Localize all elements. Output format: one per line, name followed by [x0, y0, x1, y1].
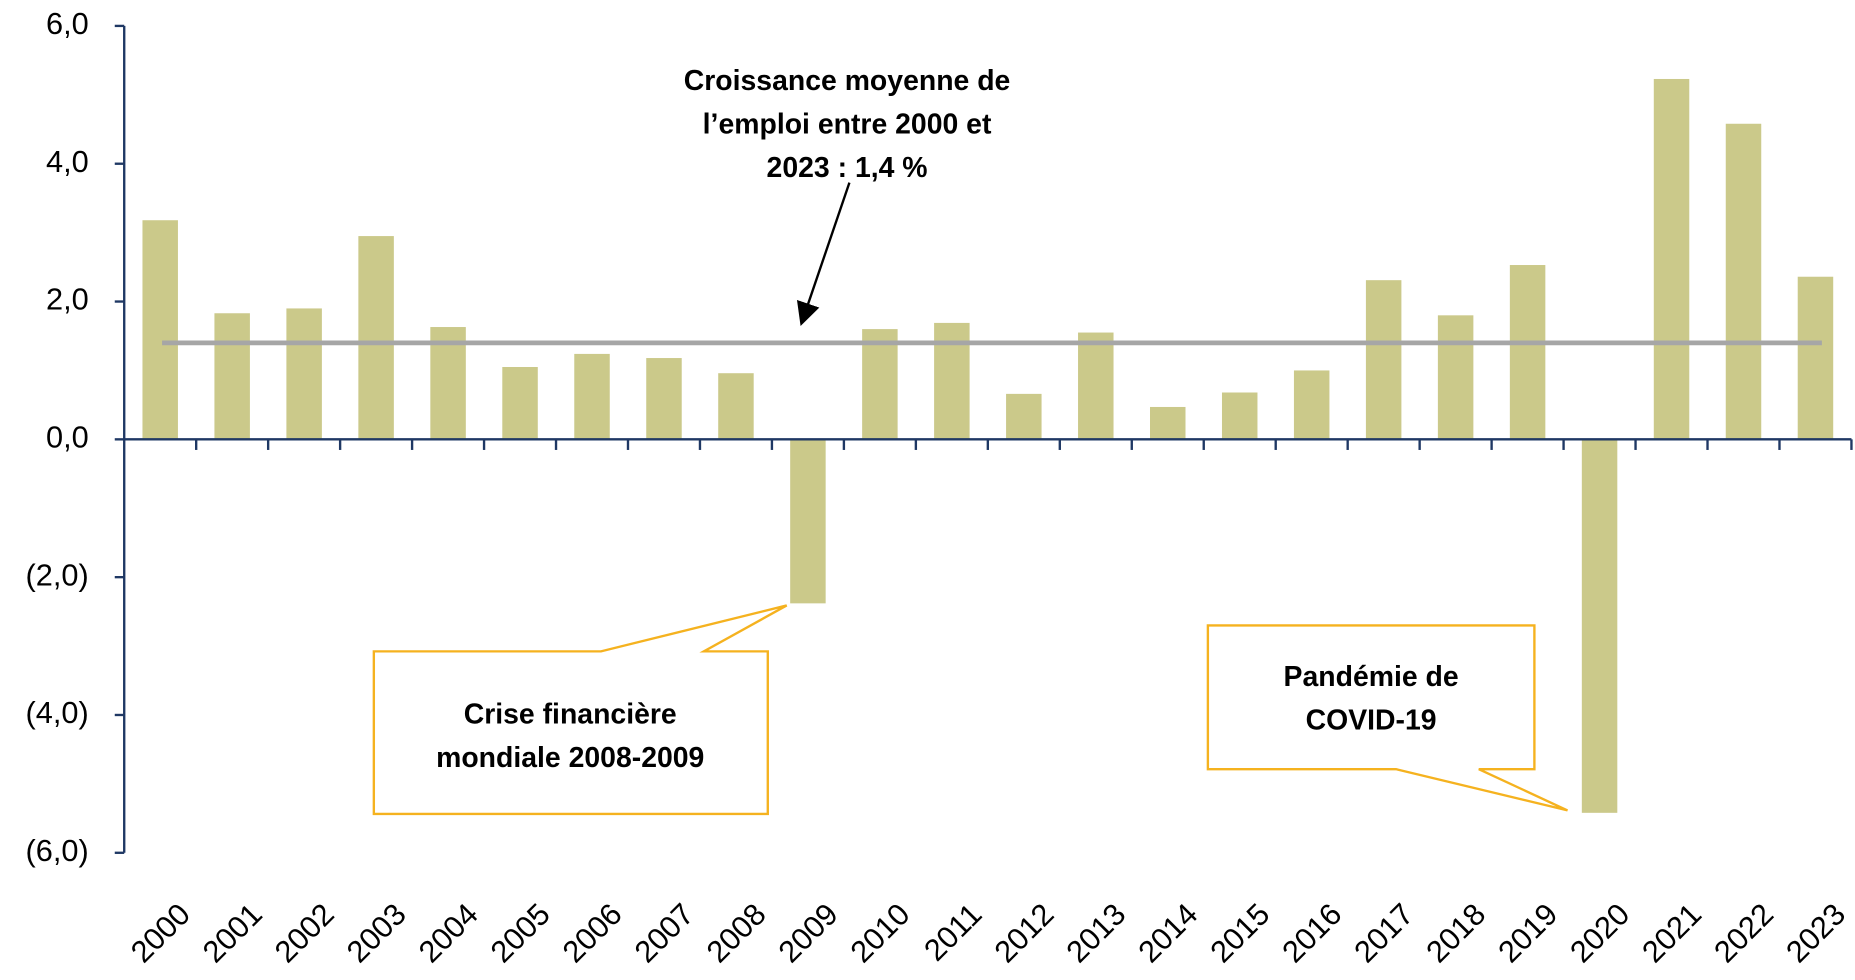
arrow — [796, 182, 851, 327]
bar — [430, 327, 466, 440]
y-tick-label: (2,0) — [25, 557, 88, 592]
bar — [718, 373, 754, 440]
bar — [646, 358, 682, 440]
bar — [358, 236, 394, 440]
bar — [1725, 123, 1762, 440]
annotation: Croissance moyenne de — [684, 65, 1011, 97]
callout-box — [1206, 624, 1569, 812]
bar — [1581, 439, 1618, 813]
x-tick-label: 2006 — [556, 896, 629, 969]
annotation: COVID-19 — [1306, 705, 1437, 737]
bar — [1365, 280, 1402, 440]
bar — [502, 366, 538, 440]
y-tick-label: 0,0 — [46, 420, 89, 455]
bar — [1221, 392, 1258, 440]
y-tick-label: (6,0) — [25, 833, 88, 868]
x-tick-label: 2016 — [1275, 896, 1348, 969]
bar — [286, 308, 322, 440]
bar — [142, 220, 178, 440]
y-tick-label: 4,0 — [46, 144, 89, 179]
x-tick-label: 2000 — [124, 896, 197, 969]
bar — [1653, 78, 1690, 440]
x-tick-label: 2010 — [843, 896, 916, 969]
bar — [862, 329, 898, 440]
bar — [574, 353, 610, 440]
bar — [934, 322, 970, 440]
bar — [1078, 332, 1114, 440]
annotation: l’emploi entre 2000 et — [703, 109, 992, 141]
x-tick-label: 2022 — [1707, 896, 1780, 969]
x-tick-label: 2004 — [412, 896, 485, 969]
x-tick-label: 2018 — [1419, 896, 1492, 969]
x-tick-label: 2012 — [987, 896, 1060, 969]
callout-box — [372, 604, 788, 816]
annotation: Pandémie de — [1284, 661, 1459, 693]
annotation: Crise financière — [464, 699, 677, 731]
x-tick-label: 2020 — [1563, 896, 1636, 969]
x-tick-label: 2001 — [196, 896, 269, 969]
y-tick-label: (4,0) — [25, 695, 88, 730]
bar — [1437, 315, 1474, 440]
x-tick-label: 2014 — [1131, 896, 1204, 969]
bar — [1150, 406, 1186, 440]
bar — [214, 313, 250, 440]
bar — [1293, 370, 1330, 440]
x-tick-label: 2007 — [628, 896, 701, 969]
x-tick-label: 2009 — [771, 896, 844, 969]
x-tick-label: 2015 — [1203, 896, 1276, 969]
x-tick-label: 2002 — [268, 896, 341, 969]
bar — [1797, 276, 1834, 440]
x-tick-label: 2017 — [1347, 896, 1420, 969]
bar — [790, 439, 826, 604]
annotation: mondiale 2008-2009 — [436, 742, 704, 774]
x-tick-label: 2008 — [699, 896, 772, 969]
x-tick-label: 2003 — [340, 896, 413, 969]
bar — [1006, 393, 1042, 440]
bar — [1509, 265, 1546, 440]
x-tick-label: 2011 — [917, 896, 989, 967]
x-tick-label: 2019 — [1491, 896, 1564, 969]
y-tick-label: 2,0 — [46, 282, 89, 317]
x-tick-label: 2021 — [1635, 896, 1708, 969]
y-tick-label: 6,0 — [46, 6, 89, 41]
x-tick-label: 2023 — [1779, 896, 1852, 969]
x-tick-label: 2005 — [484, 896, 557, 969]
annotation: 2023 : 1,4 % — [767, 152, 928, 184]
x-tick-label: 2013 — [1059, 896, 1132, 969]
